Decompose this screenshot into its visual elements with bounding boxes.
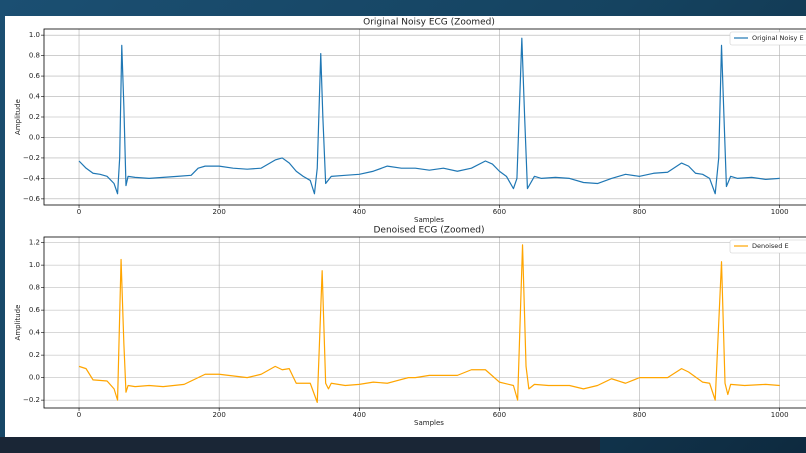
series-line [78,244,780,403]
figure-panel [5,16,806,437]
y-tick-label: 1.2 [29,239,40,247]
x-tick-label: 600 [493,411,506,419]
y-tick-label: 1.0 [29,261,40,269]
y-tick-label: 0.0 [29,133,40,141]
chart-title: Denoised ECG (Zoomed) [373,226,484,236]
x-tick-label: 1000 [771,208,789,216]
x-tick-label: 400 [353,411,366,419]
x-axis-label: Samples [414,419,444,427]
legend-label: Original Noisy E [752,34,804,42]
y-tick-label: 0.6 [29,306,41,314]
y-tick-label: 0.6 [29,72,41,80]
chart-title: Original Noisy ECG (Zoomed) [363,18,495,28]
x-tick-label: 200 [212,208,225,216]
series-line [78,37,780,195]
x-tick-label: 800 [633,208,646,216]
x-tick-label: 1000 [771,411,789,419]
y-tick-label: 1.0 [29,31,40,39]
y-axis-label: Amplitude [14,305,22,341]
plot-frame [43,236,806,409]
x-tick-label: 200 [212,411,225,419]
plot-frame [43,28,806,206]
y-tick-label: 0.4 [29,93,41,101]
y-tick-label: −0.6 [23,195,41,203]
legend-label: Denoised E [752,242,789,250]
x-tick-label: 400 [353,208,366,216]
y-tick-label: 0.0 [29,374,40,382]
y-tick-label: 0.4 [29,329,41,337]
x-tick-label: 800 [633,411,646,419]
y-tick-label: 0.8 [29,284,40,292]
x-tick-label: 0 [77,411,81,419]
x-tick-label: 0 [77,208,81,216]
y-tick-label: 0.2 [29,351,40,359]
x-tick-label: 600 [493,208,506,216]
y-tick-label: −0.4 [23,174,41,182]
plot-area [44,237,806,408]
y-tick-label: −0.2 [23,396,40,404]
x-axis-label: Samples [414,216,444,224]
y-tick-label: 0.8 [29,52,40,60]
background-strip [0,437,600,453]
legend-box [729,239,806,254]
legend-box [729,31,806,46]
plot-area [44,29,806,205]
y-axis-label: Amplitude [14,99,22,135]
y-tick-label: −0.2 [23,154,40,162]
y-tick-label: 0.2 [29,113,40,121]
